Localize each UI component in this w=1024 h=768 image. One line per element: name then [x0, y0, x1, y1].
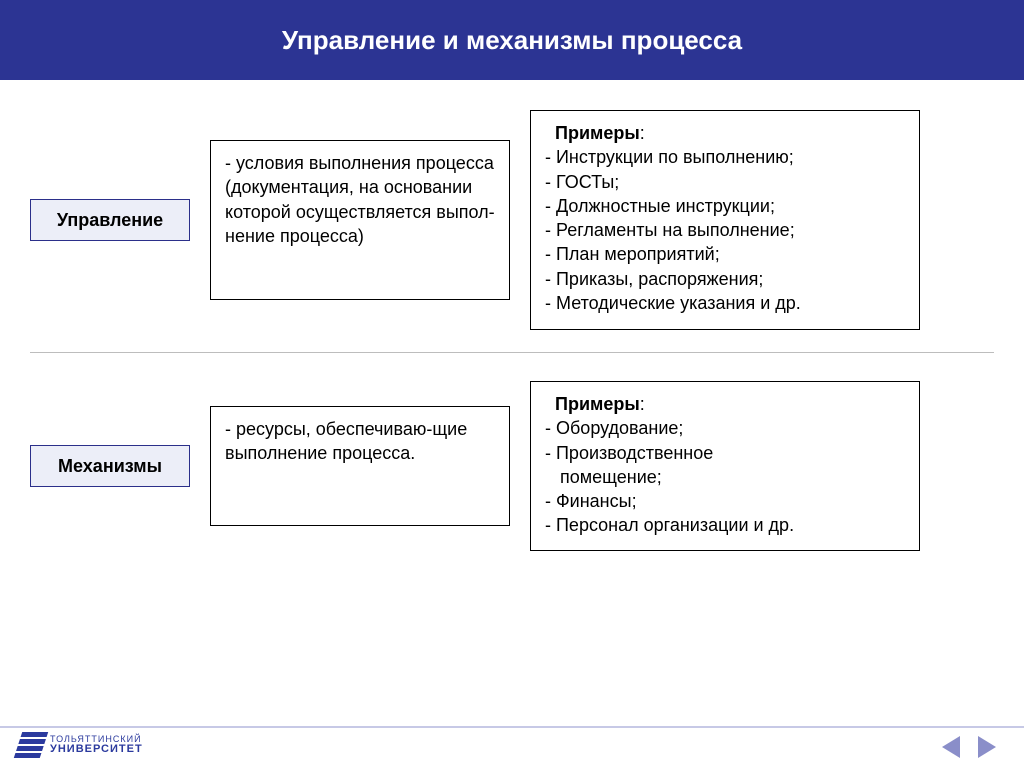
footer-divider — [0, 726, 1024, 728]
example-item: - План мероприятий; — [545, 242, 905, 266]
desc-management-text: - условия выполнения процесса (документа… — [225, 153, 495, 246]
desc-mechanisms-text: - ресурсы, обеспечиваю-щие выполнение пр… — [225, 419, 467, 463]
examples-mechanisms-title-line: Примеры: — [545, 392, 905, 416]
slide-nav — [942, 736, 996, 758]
examples-management: Примеры: - Инструкции по выполнению;- ГО… — [530, 110, 920, 330]
label-management-text: Управление — [57, 210, 163, 231]
slide-content: Управление - условия выполнения процесса… — [0, 80, 1024, 583]
example-item: - Финансы; — [545, 489, 905, 513]
logo-stripes-icon — [14, 732, 48, 758]
example-item: - Должностные инструкции; — [545, 194, 905, 218]
example-item: помещение; — [545, 465, 905, 489]
row-management: Управление - условия выполнения процесса… — [30, 110, 994, 330]
label-mechanisms-text: Механизмы — [58, 456, 162, 477]
prev-slide-button[interactable] — [942, 736, 960, 758]
next-slide-button[interactable] — [978, 736, 996, 758]
example-item: - Приказы, распоряжения; — [545, 267, 905, 291]
label-mechanisms: Механизмы — [30, 445, 190, 487]
examples-mechanisms-list: - Оборудование;- Производственное помеще… — [545, 416, 905, 537]
desc-mechanisms: - ресурсы, обеспечиваю-щие выполнение пр… — [210, 406, 510, 526]
logo-text: ТОЛЬЯТТИНСКИЙ УНИВЕРСИТЕТ — [50, 735, 143, 755]
row-mechanisms: Механизмы - ресурсы, обеспечиваю-щие вып… — [30, 381, 994, 551]
logo-line2: УНИВЕРСИТЕТ — [50, 744, 143, 755]
label-management: Управление — [30, 199, 190, 241]
example-item: - ГОСТы; — [545, 170, 905, 194]
example-item: - Персонал организации и др. — [545, 513, 905, 537]
slide-title: Управление и механизмы процесса — [282, 25, 742, 56]
examples-management-title: Примеры — [555, 123, 640, 143]
example-item: - Регламенты на выполнение; — [545, 218, 905, 242]
examples-mechanisms-title: Примеры — [555, 394, 640, 414]
university-logo: ТОЛЬЯТТИНСКИЙ УНИВЕРСИТЕТ — [18, 732, 143, 758]
section-divider — [30, 352, 994, 353]
example-item: - Инструкции по выполнению; — [545, 145, 905, 169]
examples-management-list: - Инструкции по выполнению;- ГОСТы;- Дол… — [545, 145, 905, 315]
slide-footer: ТОЛЬЯТТИНСКИЙ УНИВЕРСИТЕТ — [0, 712, 1024, 768]
example-item: - Производственное — [545, 441, 905, 465]
slide-header: Управление и механизмы процесса — [0, 0, 1024, 80]
desc-management: - условия выполнения процесса (документа… — [210, 140, 510, 300]
example-item: - Оборудование; — [545, 416, 905, 440]
example-item: - Методические указания и др. — [545, 291, 905, 315]
examples-management-title-line: Примеры: — [545, 121, 905, 145]
examples-mechanisms: Примеры: - Оборудование;- Производственн… — [530, 381, 920, 551]
